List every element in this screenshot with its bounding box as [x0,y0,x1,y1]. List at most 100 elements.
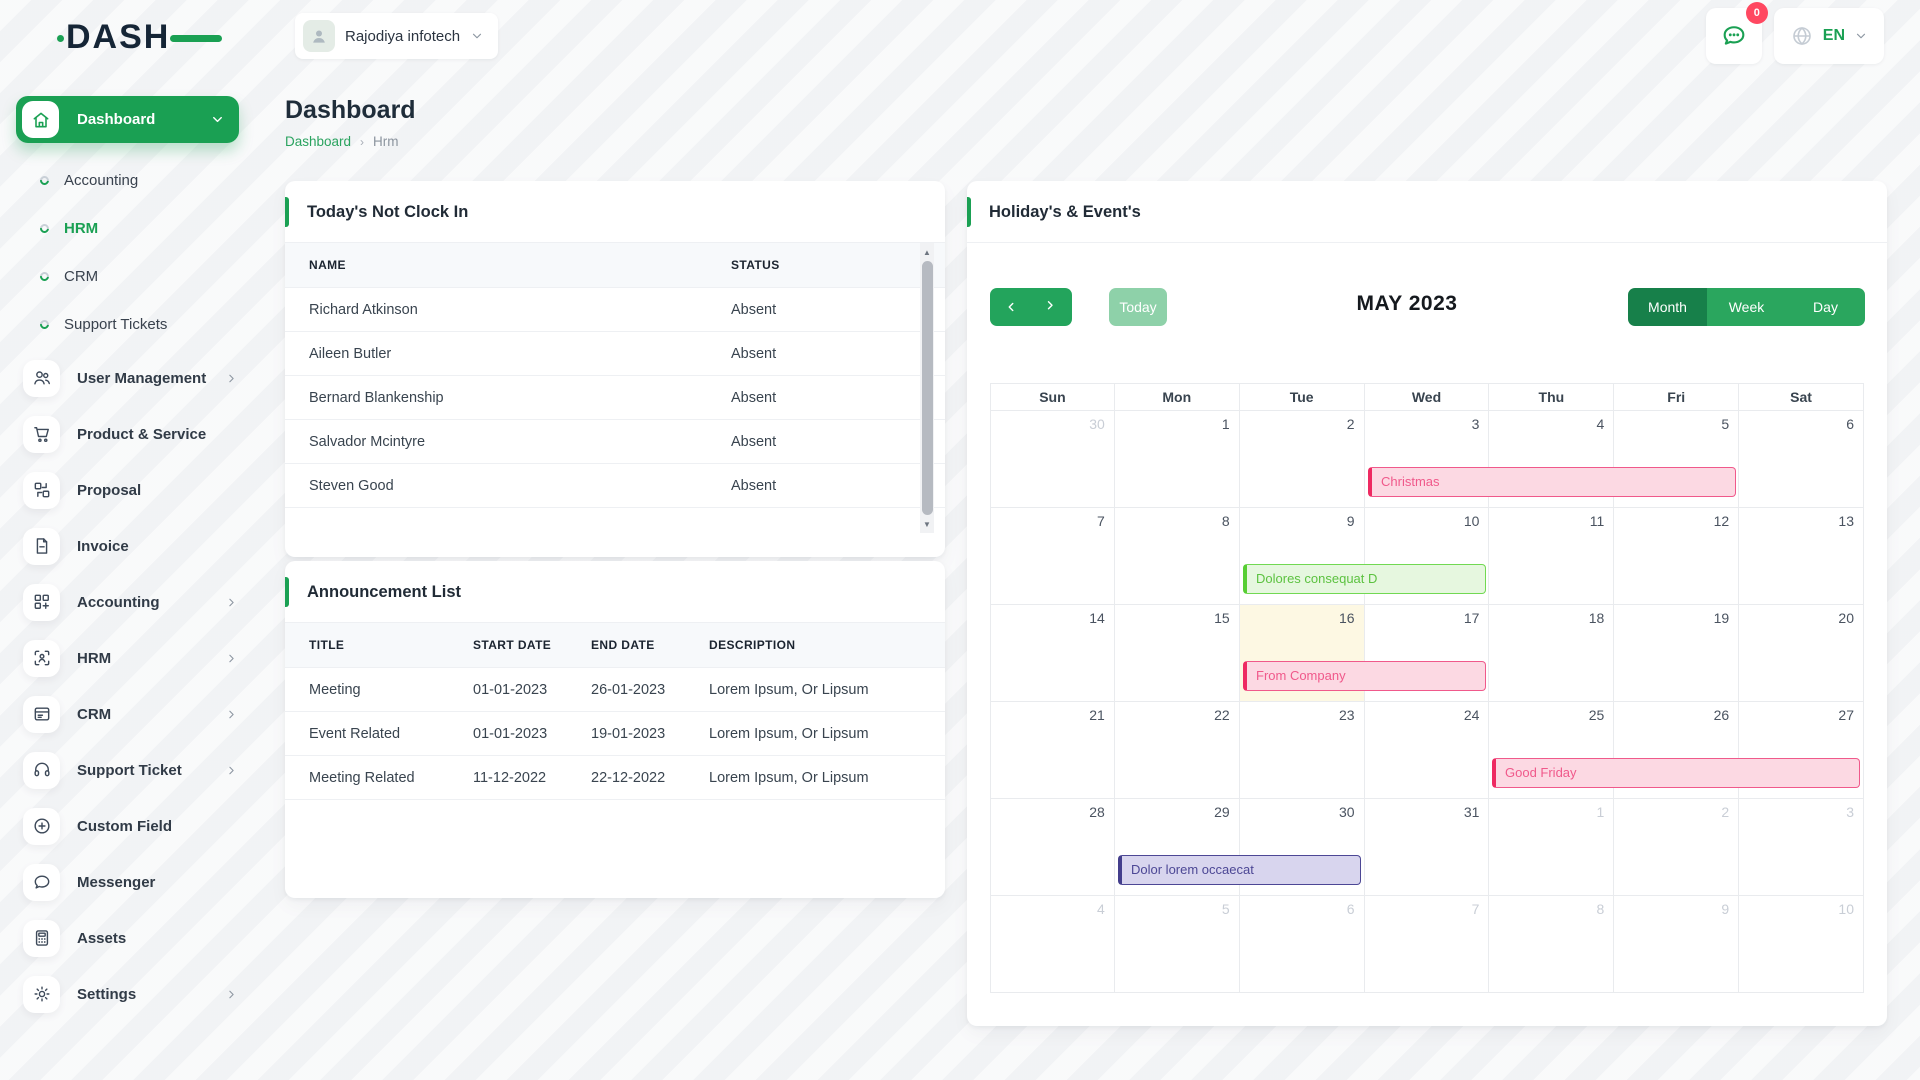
breadcrumb-dashboard-link[interactable]: Dashboard [285,134,352,149]
next-month-button[interactable] [1031,288,1072,326]
calendar-day-cell[interactable]: 24 [1364,702,1490,799]
sidebar-item-accounting[interactable]: Accounting [0,574,256,630]
bullet-icon [38,173,51,187]
calendar-day-cell[interactable]: 6 [1239,896,1365,993]
calendar-day-cell[interactable]: 3 [1739,799,1864,896]
announcement-description: Lorem Ipsum, Or Lipsum [709,682,869,698]
month-view-button[interactable]: Month [1628,288,1707,326]
calendar-day-cell[interactable]: 7 [990,508,1115,605]
calendar-view-switcher: Month Week Day [1628,288,1865,326]
calendar-day-cell[interactable]: 26 [1614,702,1740,799]
calendar-day-cell[interactable]: 12 [1614,508,1740,605]
calendar-day-cell[interactable]: 10 [1364,508,1490,605]
calendar-day-cell[interactable]: 31 [1364,799,1490,896]
calendar-day-cell[interactable]: 8 [1114,508,1240,605]
today-button[interactable]: Today [1109,288,1167,326]
language-selector[interactable]: EN [1773,8,1884,64]
calendar-day-cell[interactable]: 22 [1114,702,1240,799]
calendar-day-cell[interactable]: 18 [1489,605,1615,702]
calendar-day-cell[interactable]: 5 [1114,896,1240,993]
language-code: EN [1822,27,1845,44]
calendar-day-cell[interactable]: 10 [1739,896,1864,993]
headset-icon [23,751,60,789]
table-row-partial [285,507,945,535]
calendar-day-cell[interactable]: 30 [1239,799,1365,896]
scrollbar-thumb[interactable] [921,261,933,515]
calendar-day-cell[interactable]: 2 [1239,411,1365,508]
calendar-day-cell[interactable]: 11 [1489,508,1615,605]
sidebar-item-invoice[interactable]: Invoice [0,518,256,574]
calendar-day-cell[interactable]: 25 [1489,702,1615,799]
calendar-day-cell[interactable]: 13 [1739,508,1864,605]
calendar-toolbar: Today MAY 2023 Month Week Day [967,288,1887,326]
sidebar-item-hrm[interactable]: HRM [0,630,256,686]
messages-button[interactable]: 0 [1705,2,1768,64]
breadcrumb-current: Hrm [373,134,399,149]
company-selector[interactable]: Rajodiya infotech [295,13,499,59]
not-clock-in-card: Today's Not Clock In NAME STATUS Richard… [285,181,945,557]
table-scrollbar[interactable]: ▲ ▼ [920,243,934,533]
calendar-day-cell[interactable]: 3 [1364,411,1490,508]
sidebar-item-messenger[interactable]: Messenger [0,854,256,910]
chevron-left-icon [1008,302,1013,312]
calendar-day-cell[interactable]: 8 [1489,896,1615,993]
calendar-event[interactable]: Good Friday [1492,758,1860,788]
calendar-day-cell[interactable]: 20 [1739,605,1864,702]
card-accent-bar [285,197,289,227]
week-view-button[interactable]: Week [1707,288,1786,326]
sidebar-item-product-service[interactable]: Product & Service [0,406,256,462]
calendar-day-cell[interactable]: 23 [1239,702,1365,799]
sidebar-item-custom-field[interactable]: Custom Field [0,798,256,854]
day-view-button[interactable]: Day [1786,288,1865,326]
chevron-down-icon [1856,33,1866,39]
accounting-icon [23,583,60,621]
calendar-day-cell[interactable]: 5 [1614,411,1740,508]
card-accent-bar [285,577,289,607]
calendar-nav-group [990,288,1072,326]
bullet-icon [38,269,51,283]
calendar-day-cell[interactable]: 28 [990,799,1115,896]
prev-month-button[interactable] [990,288,1031,326]
calendar-day-cell[interactable]: 27 [1739,702,1864,799]
sidebar-item-support-tickets-dashboard[interactable]: Support Tickets [0,300,256,348]
calendar-event[interactable]: Christmas [1368,467,1736,497]
announcement-title: Event Related [309,726,401,742]
calendar-day-cell[interactable]: 21 [990,702,1115,799]
calendar-event[interactable]: From Company [1243,661,1486,691]
calendar-day-cell[interactable]: 4 [990,896,1115,993]
sidebar-item-hrm-dashboard[interactable]: HRM [0,204,256,252]
calendar-day-cell[interactable]: 14 [990,605,1115,702]
calendar-day-cell[interactable]: 9 [1239,508,1365,605]
announcement-start-date: 11-12-2022 [473,770,547,786]
scroll-down-arrow-icon[interactable]: ▼ [923,519,931,529]
attendance-status: Absent [731,434,777,450]
sidebar-item-accounting-dashboard[interactable]: Accounting [0,156,256,204]
calendar-day-cell[interactable]: 1 [1489,799,1615,896]
calendar-day-cell[interactable]: 9 [1614,896,1740,993]
table-row: Meeting 01-01-2023 26-01-2023 Lorem Ipsu… [285,667,945,711]
calendar-event[interactable]: Dolores consequat D [1243,564,1486,594]
sidebar-item-assets[interactable]: Assets [0,910,256,966]
sidebar-item-user-management[interactable]: User Management [0,350,256,406]
calendar-day-cell[interactable]: 15 [1114,605,1240,702]
sidebar-item-support-ticket[interactable]: Support Ticket [0,742,256,798]
calendar-day-cell[interactable]: 29 [1114,799,1240,896]
calendar-event[interactable]: Dolor lorem occaecat [1118,855,1361,885]
calendar-day-cell[interactable]: 30 [990,411,1115,508]
sidebar-item-proposal[interactable]: Proposal [0,462,256,518]
calendar-day-cell[interactable]: 1 [1114,411,1240,508]
calendar-day-cell[interactable]: 7 [1364,896,1490,993]
employee-name: Aileen Butler [309,346,392,362]
sidebar-item-settings[interactable]: Settings [0,966,256,1022]
sidebar-item-crm-dashboard[interactable]: CRM [0,252,256,300]
calendar-day-cell[interactable]: 2 [1614,799,1740,896]
globe-icon [1792,26,1811,46]
sidebar-item-dashboard[interactable]: Dashboard [16,96,239,143]
calendar-day-cell[interactable]: 19 [1614,605,1740,702]
calendar-day-cell[interactable]: 4 [1489,411,1615,508]
chevron-right-icon [1047,301,1053,310]
calendar-day-cell[interactable]: 6 [1739,411,1864,508]
sidebar-item-crm[interactable]: CRM [0,686,256,742]
scroll-up-arrow-icon[interactable]: ▲ [923,247,931,257]
calendar-day-cell[interactable]: 17 [1364,605,1490,702]
